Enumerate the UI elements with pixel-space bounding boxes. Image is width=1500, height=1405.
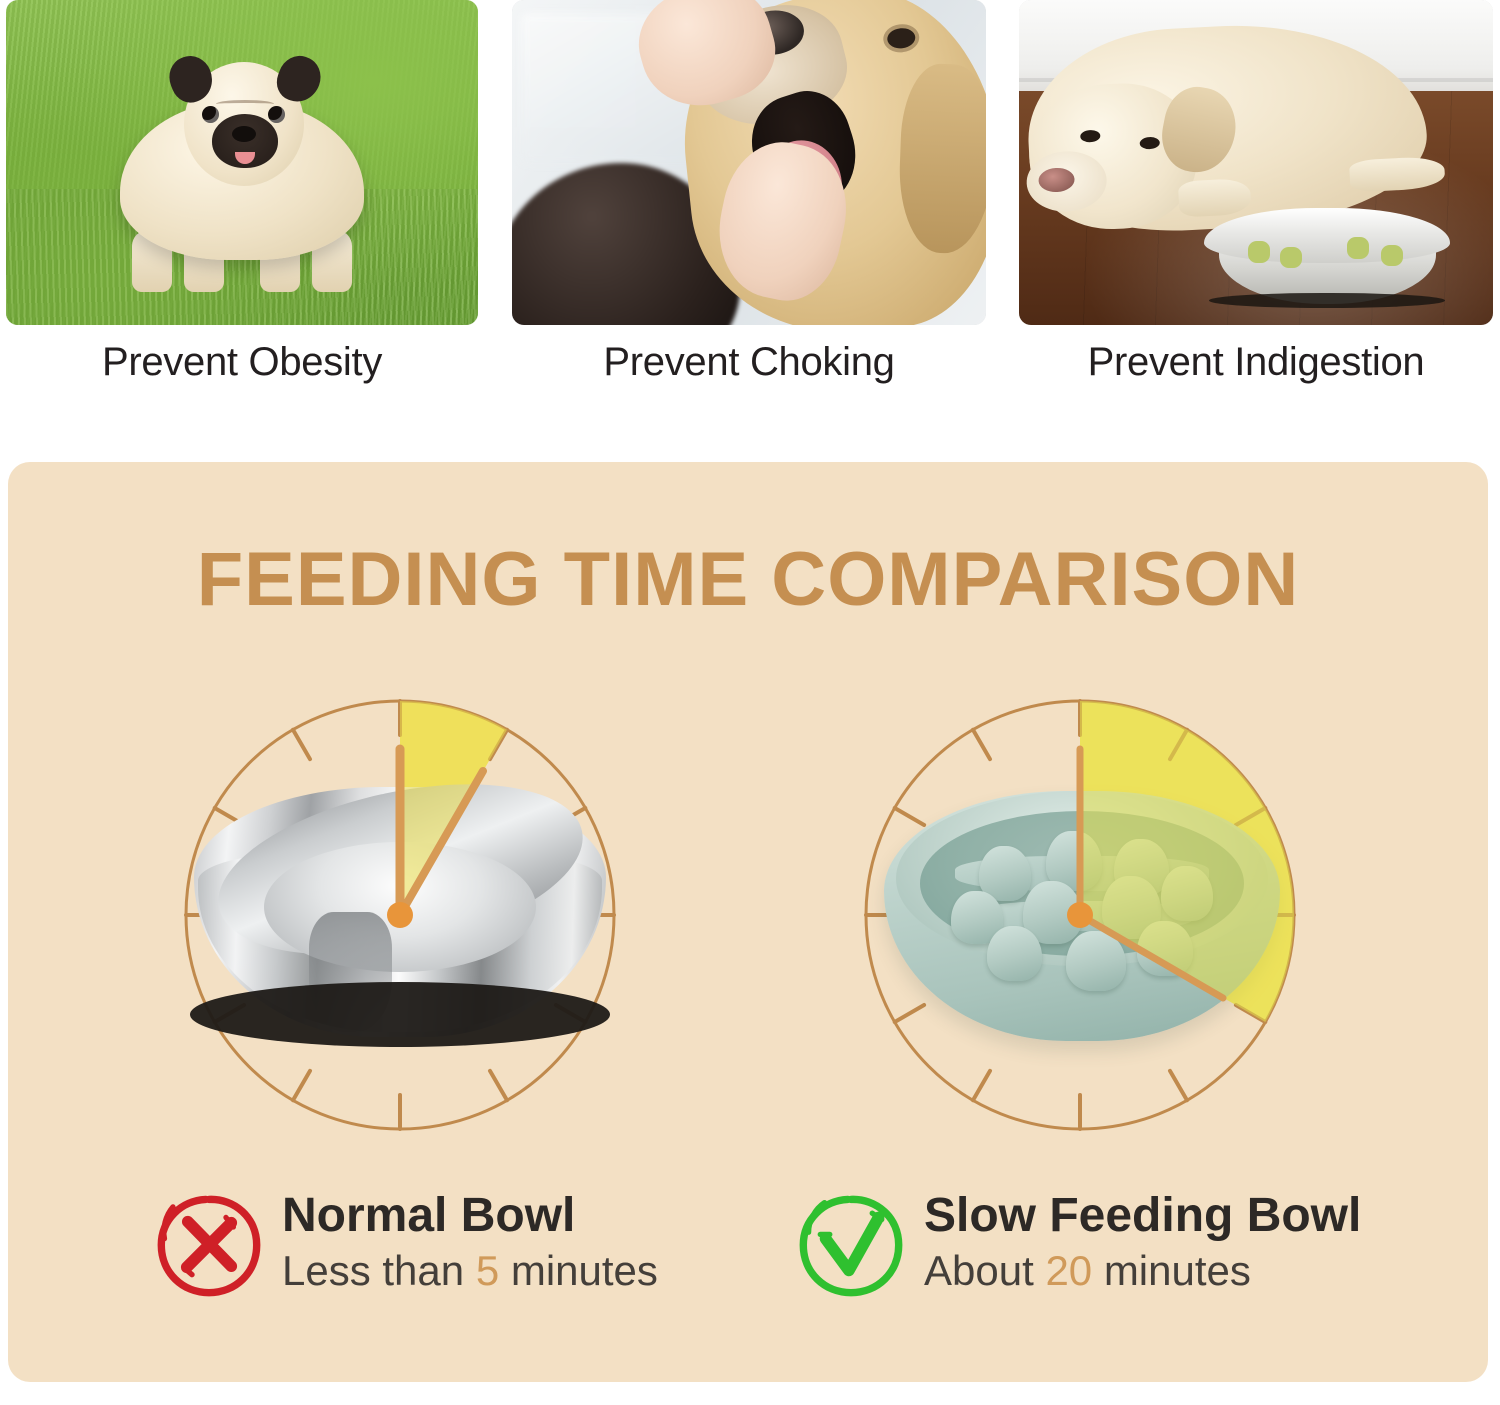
pug-illustration	[92, 48, 392, 298]
red-cross-icon	[157, 1195, 261, 1297]
benefit-caption: Prevent Choking	[603, 340, 895, 384]
page-title: FEEDING TIME COMPARISON	[196, 537, 1300, 622]
result-sub-suffix: minutes	[499, 1246, 658, 1294]
mint-slow-feeder-bowl	[884, 791, 1280, 1041]
steel-bowl-in-photo	[1203, 208, 1451, 309]
result-title: Slow Feeding Bowl	[924, 1189, 1362, 1242]
photo-overweight-pug-on-grass	[6, 0, 478, 325]
bowl-layer-normal	[180, 695, 620, 1135]
result-normal-bowl: Normal Bowl Less than 5 minutes	[156, 1190, 776, 1320]
benefit-card-prevent-obesity: Prevent Obesity	[6, 0, 478, 384]
benefit-caption: Prevent Obesity	[101, 340, 383, 384]
benefits-photo-strip: Prevent Obesity Prevent Choki	[0, 0, 1500, 440]
result-subtitle: About 20 minutes	[924, 1246, 1361, 1296]
photo-hand-opening-golden-retriever-mouth	[512, 0, 986, 325]
result-sub-prefix: About	[924, 1246, 1046, 1294]
result-sub-suffix: minutes	[1092, 1246, 1251, 1294]
green-check-icon	[799, 1195, 903, 1297]
result-text-block: Slow Feeding Bowl About 20 minutes	[924, 1190, 1361, 1295]
result-sub-prefix: Less than	[282, 1246, 476, 1294]
result-subtitle: Less than 5 minutes	[282, 1246, 658, 1296]
clock-dial-slow-feeding-bowl	[860, 695, 1300, 1135]
benefit-card-prevent-choking: Prevent Choking	[512, 0, 986, 384]
benefit-card-prevent-indigestion: Prevent Indigestion	[1019, 0, 1493, 384]
feeding-time-comparison-panel: FEEDING TIME COMPARISON	[8, 462, 1488, 1382]
result-sub-number: 20	[1045, 1246, 1093, 1294]
stainless-steel-bowl	[189, 755, 611, 1047]
result-title: Normal Bowl	[282, 1189, 576, 1242]
clock-dial-normal-bowl	[180, 695, 620, 1135]
bowl-layer-slow	[860, 695, 1300, 1135]
photo-yellow-labrador-lying-next-to-steel-bowl	[1019, 0, 1493, 325]
result-slow-feeding-bowl: Slow Feeding Bowl About 20 minutes	[798, 1190, 1478, 1320]
result-sub-number: 5	[475, 1246, 500, 1294]
benefit-caption: Prevent Indigestion	[1087, 340, 1425, 384]
result-text-block: Normal Bowl Less than 5 minutes	[282, 1190, 658, 1295]
